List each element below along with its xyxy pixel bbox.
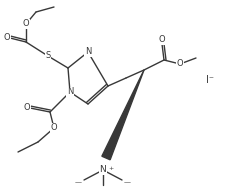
Polygon shape [102, 70, 144, 160]
Text: N: N [100, 165, 106, 174]
Text: —: — [75, 179, 82, 185]
Text: N: N [85, 48, 91, 56]
Text: O: O [23, 20, 29, 29]
Text: S: S [45, 51, 51, 61]
Text: O: O [23, 104, 30, 113]
Text: O: O [177, 60, 183, 68]
Text: N: N [67, 87, 73, 96]
Text: O: O [3, 34, 10, 42]
Text: O: O [159, 35, 165, 44]
Text: O: O [51, 124, 57, 133]
Text: —: — [124, 179, 131, 185]
Text: I⁻: I⁻ [206, 75, 214, 85]
Text: +: + [108, 165, 113, 171]
